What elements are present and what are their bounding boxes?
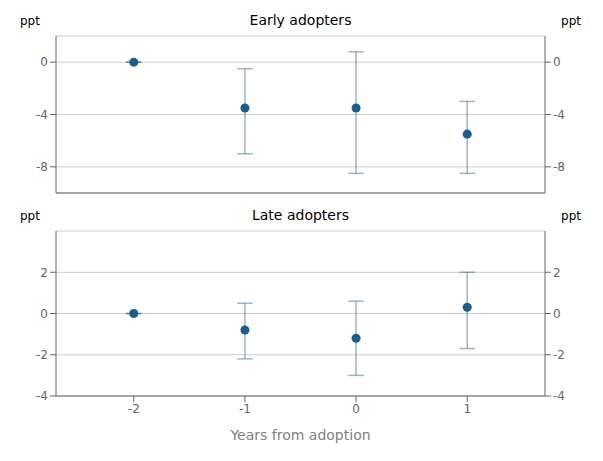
html-text:ppt: ppt [20,14,40,28]
svg-text:0: 0 [352,402,360,416]
svg-text:-4: -4 [36,389,48,403]
html-text:Early adopters: Early adopters [249,12,352,28]
svg-text:2: 2 [40,266,48,280]
svg-text:-8: -8 [36,160,48,174]
svg-text:-2: -2 [553,348,565,362]
svg-text:-4: -4 [553,108,565,122]
svg-text:-2: -2 [36,348,48,362]
svg-text:1: 1 [463,402,471,416]
html-text:Late adopters: Late adopters [252,207,349,223]
svg-text:0: 0 [553,307,561,321]
html-text:ppt: ppt [561,209,581,223]
html-text:ppt: ppt [20,209,40,223]
svg-text:0: 0 [553,55,561,69]
html-text:ppt: ppt [561,14,581,28]
svg-text:Years from adoption: Years from adoption [229,427,370,443]
svg-text:-8: -8 [553,160,565,174]
svg-text:0: 0 [40,55,48,69]
svg-text:-2: -2 [128,402,140,416]
svg-text:-4: -4 [553,389,565,403]
svg-text:-4: -4 [36,108,48,122]
svg-text:0: 0 [40,307,48,321]
svg-text:2: 2 [553,266,561,280]
svg-text:-1: -1 [239,402,251,416]
